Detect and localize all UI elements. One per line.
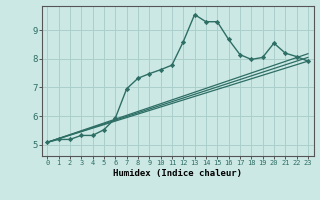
X-axis label: Humidex (Indice chaleur): Humidex (Indice chaleur): [113, 169, 242, 178]
